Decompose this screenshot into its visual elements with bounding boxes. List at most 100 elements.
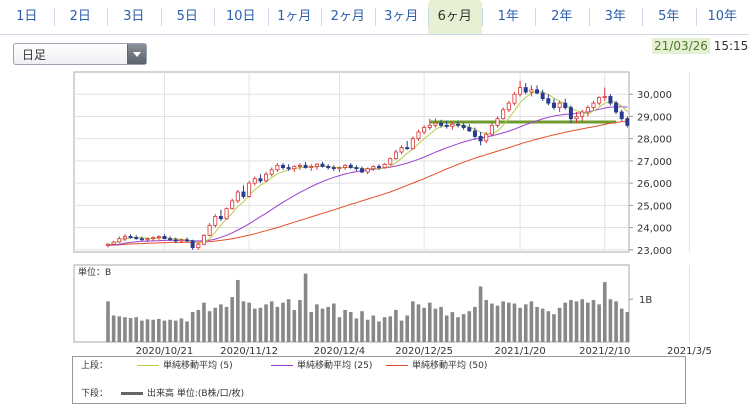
candle-body (393, 151, 398, 160)
volume-bar (196, 309, 201, 342)
volume-bar (535, 306, 539, 342)
tab-13[interactable]: 10年 (695, 0, 749, 34)
candle-body (376, 166, 381, 168)
candle-body (252, 178, 257, 184)
candle-body (597, 97, 602, 104)
candle-body (269, 169, 274, 175)
tab-10[interactable]: 2年 (535, 0, 589, 34)
candle-body (280, 164, 285, 168)
candle-period-select[interactable]: 日足 (13, 43, 147, 65)
candle-body (444, 124, 449, 127)
volume-bar (518, 307, 522, 342)
candle-body (546, 98, 551, 104)
volume-bar (512, 303, 517, 342)
tab-1[interactable]: 2日 (53, 0, 108, 34)
x-tick-label: 2021/3/5 (667, 346, 712, 356)
volume-bar (179, 318, 184, 342)
volume-bar (207, 311, 212, 342)
candle-body (286, 167, 291, 170)
candle-body (196, 243, 201, 248)
candle-body (365, 168, 370, 173)
legend-item-ma50: 単純移動平均 (50) (386, 360, 487, 372)
volume-bar (411, 301, 415, 342)
price-tick-label: 28,000 (637, 135, 672, 146)
volume-bar (275, 306, 280, 342)
ma50-swatch (386, 365, 408, 366)
candle-body (591, 102, 596, 108)
volume-bar (269, 301, 274, 342)
tab-6[interactable]: 2ヶ月 (321, 0, 375, 34)
period-tabs: 1日 2日 3日 5日 10日 1ヶ月 2ヶ月 3ヶ月 6ヶ月 1年 2年 3年 5年 10年 (0, 0, 749, 35)
volume-bar (123, 317, 127, 342)
volume-bar (608, 299, 613, 342)
volume-bar (185, 321, 189, 342)
candle-body (292, 166, 297, 170)
candle-body (472, 130, 477, 137)
volume-bar (382, 317, 387, 342)
volume-bar (467, 311, 472, 342)
candle-body (247, 182, 252, 197)
legend-ma25-text: 単純移動平均 (25) (297, 361, 373, 371)
candle-body (343, 164, 348, 168)
volume-bar (371, 315, 376, 342)
candle-body (354, 167, 359, 170)
volume-bar (360, 311, 364, 342)
candle-body (117, 238, 122, 243)
tab-12[interactable]: 5年 (642, 0, 696, 34)
volume-bar (388, 316, 393, 342)
tab-5[interactable]: 1ヶ月 (267, 0, 322, 34)
volume-bar (128, 318, 133, 342)
volume-bar (162, 320, 167, 342)
candle-body (151, 237, 156, 240)
tab-11[interactable]: 3年 (588, 0, 643, 34)
volume-bar (614, 301, 618, 342)
candle-body (185, 239, 190, 242)
volume-bar (540, 308, 545, 342)
volume-bar (523, 304, 528, 342)
volume-bar (602, 282, 607, 342)
candle-body (348, 164, 353, 168)
candle-body (134, 237, 139, 240)
tab-2[interactable]: 3日 (107, 0, 161, 34)
volume-bar (241, 301, 246, 342)
x-tick-label: 2021/1/20 (494, 346, 545, 356)
legend-item-ma25: 単純移動平均 (25) (271, 360, 372, 372)
tab-9[interactable]: 1年 (481, 0, 536, 34)
candle-body (235, 191, 240, 202)
stock-chart: 30,000 29,000 28,000 27,000 26,000 25,000 24,0… (73, 71, 749, 356)
chart-legend: 上段： 単純移動平均 (5) 単純移動平均 (25) 単純移動平均 (50) 下… (72, 356, 686, 404)
volume-bar (569, 300, 573, 342)
candle-body (207, 224, 212, 236)
candle-body (410, 138, 415, 150)
candle-body (314, 163, 319, 167)
candle-body (264, 173, 269, 182)
tab-0[interactable]: 1日 (16, 9, 38, 24)
candle-body (540, 92, 545, 100)
candle-body (258, 178, 263, 182)
volume-bar (394, 309, 398, 342)
tab-4[interactable]: 10日 (214, 0, 268, 34)
candle-body (608, 96, 613, 104)
volume-bar (252, 308, 257, 342)
tab-8[interactable]: 6ヶ月 (428, 0, 482, 34)
candle-body (320, 163, 325, 167)
candle-body (139, 238, 144, 241)
volume-bar (326, 306, 330, 342)
volume-bar (190, 312, 195, 342)
volume-bar (348, 312, 353, 342)
candle-body (213, 216, 218, 226)
candle-body (416, 131, 421, 140)
candle-body (168, 238, 173, 241)
candle-body (467, 127, 472, 132)
tab-3[interactable]: 5日 (160, 0, 215, 34)
candle-body (450, 123, 455, 127)
candle-body (388, 158, 393, 165)
volume-bar (258, 307, 263, 342)
volume-bar (354, 318, 359, 342)
volume-bar (557, 307, 562, 342)
candle-body (529, 89, 534, 93)
volume-bar (168, 319, 172, 342)
candle-body (619, 111, 624, 120)
candle-body (337, 167, 342, 170)
tab-7[interactable]: 3ヶ月 (374, 0, 429, 34)
